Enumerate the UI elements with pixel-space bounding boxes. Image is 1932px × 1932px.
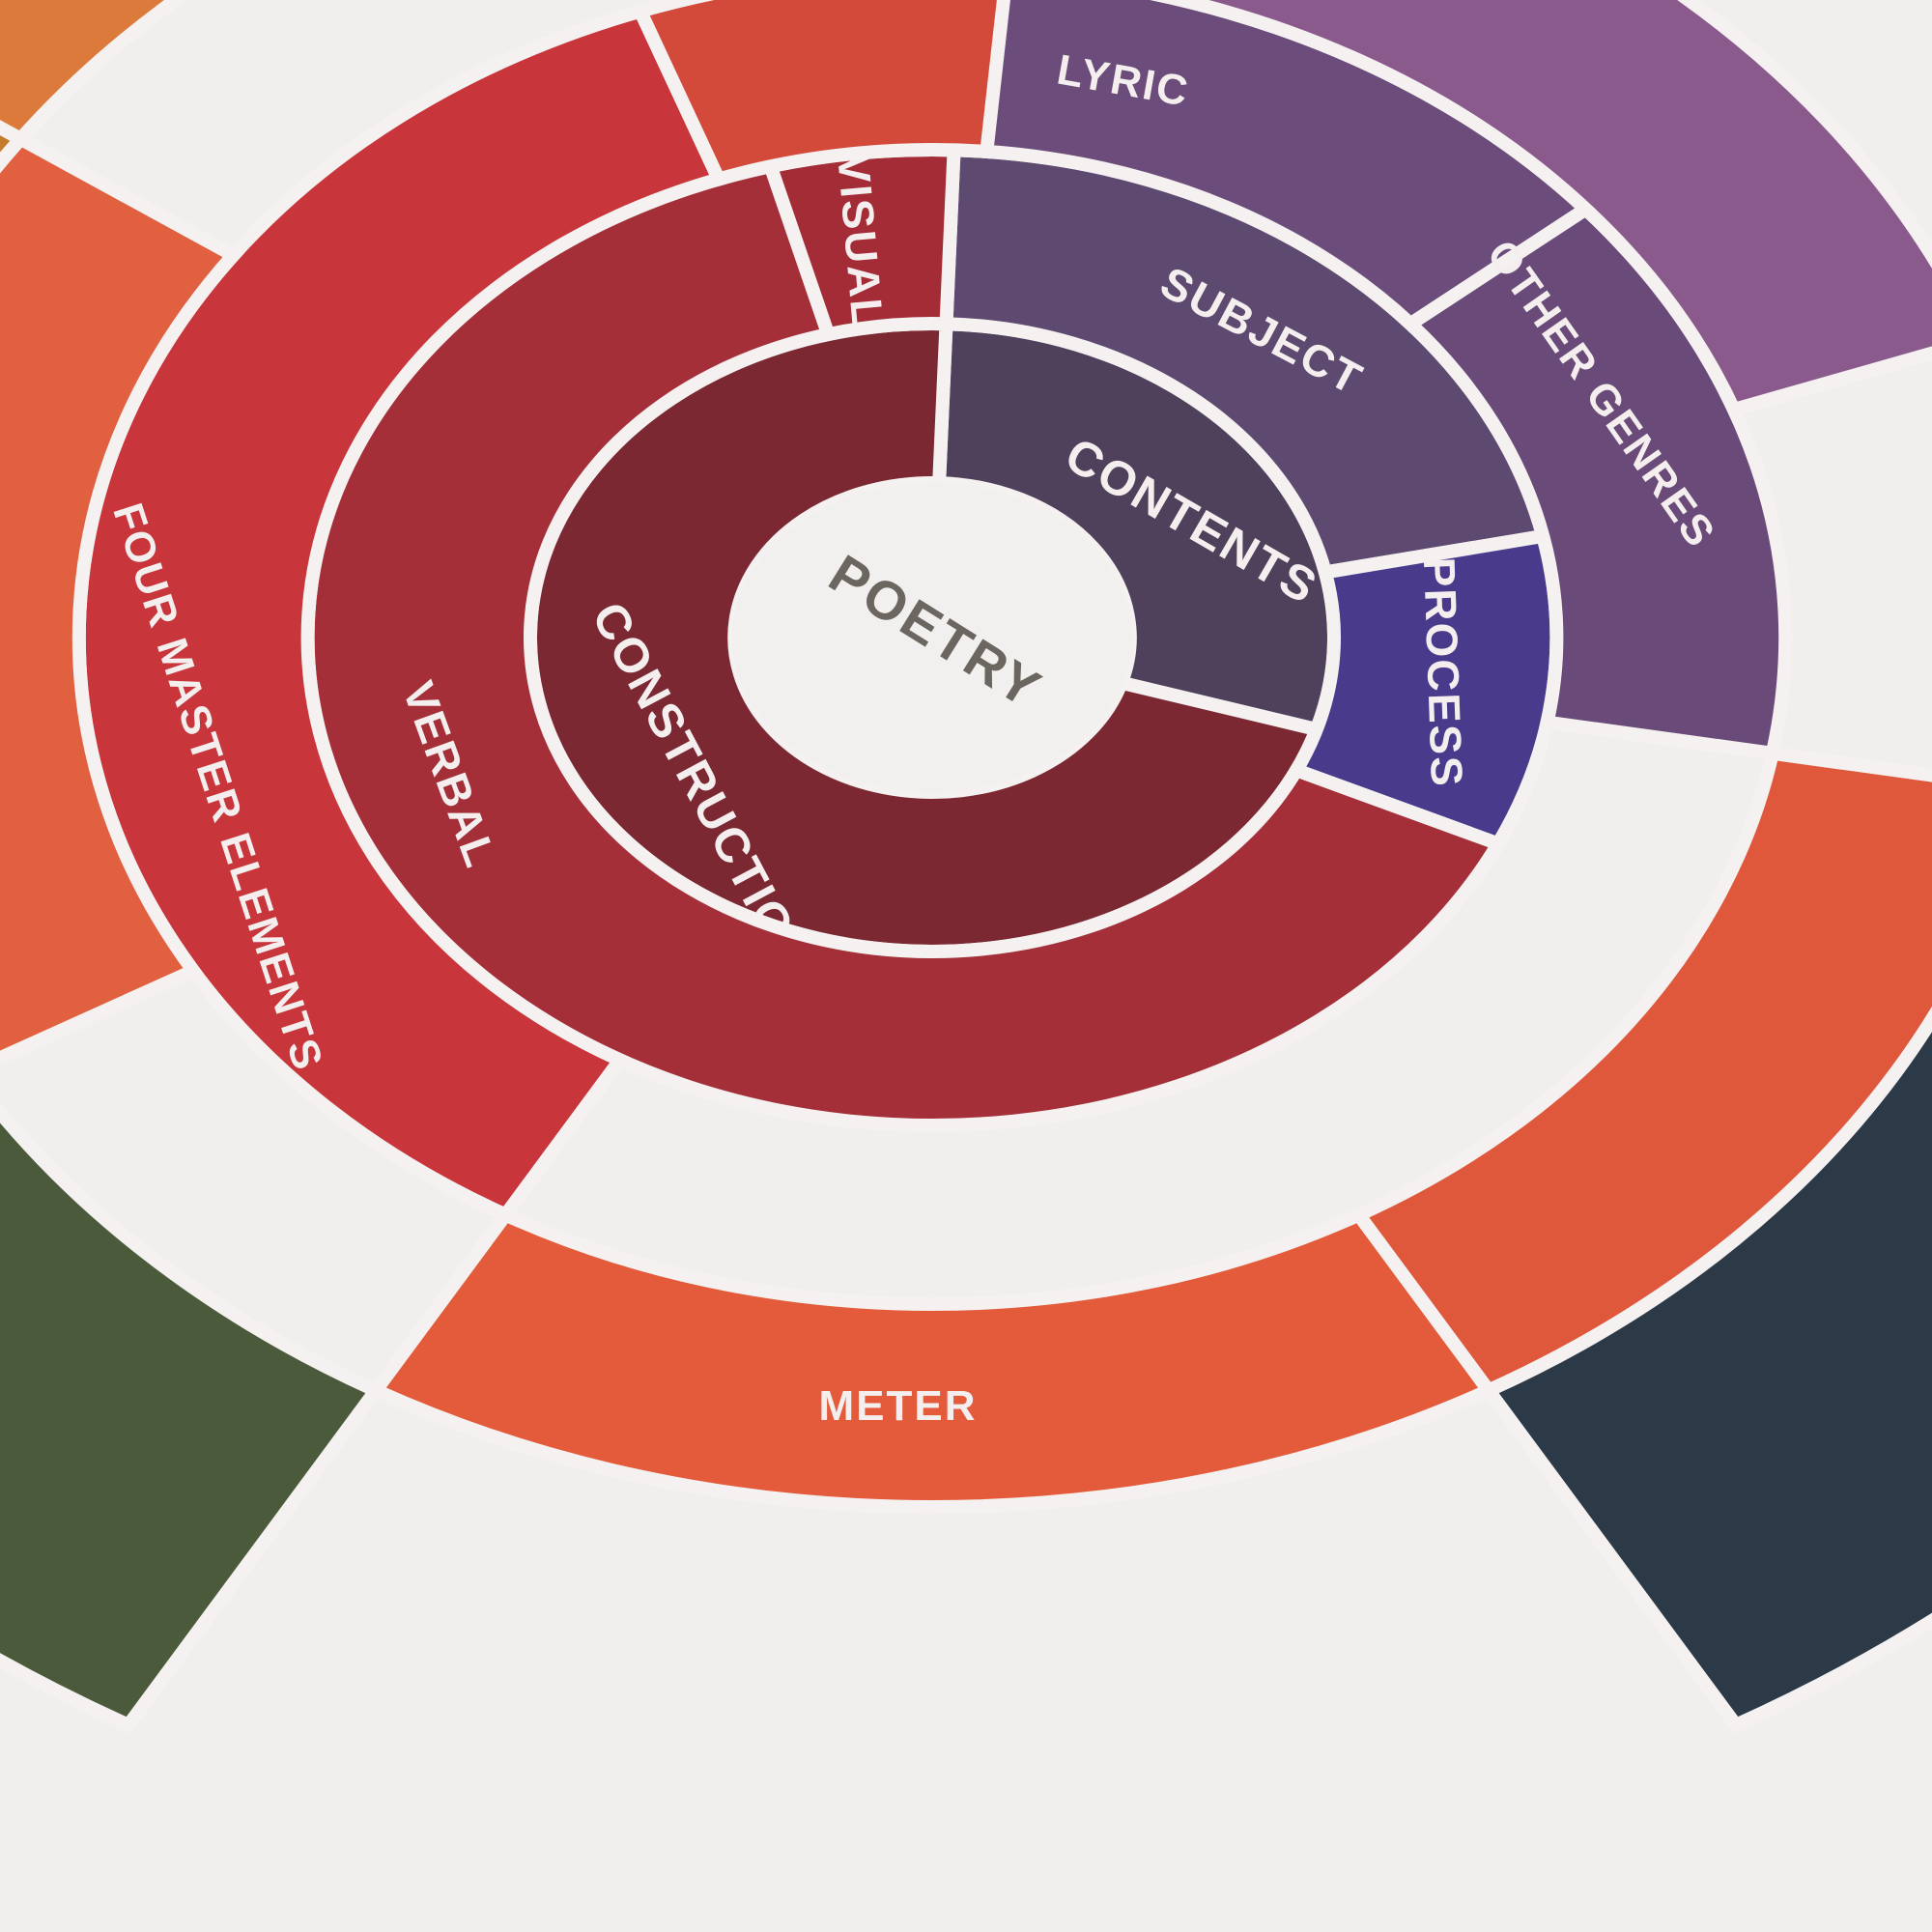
ring5-segment-2 [1478, 1006, 1932, 1734]
ring2-label-1: PROCESS [1414, 556, 1472, 789]
ring4-label-2: METER [818, 1382, 977, 1430]
ring4-segment-0 [1150, 0, 1932, 418]
ring5-segment-3 [0, 1101, 386, 1734]
center-circle [732, 483, 1132, 792]
ring5-segment-1 [0, 0, 187, 148]
ring4-segment-2 [365, 1206, 1499, 1514]
ring3-segment-3 [631, 0, 1010, 187]
